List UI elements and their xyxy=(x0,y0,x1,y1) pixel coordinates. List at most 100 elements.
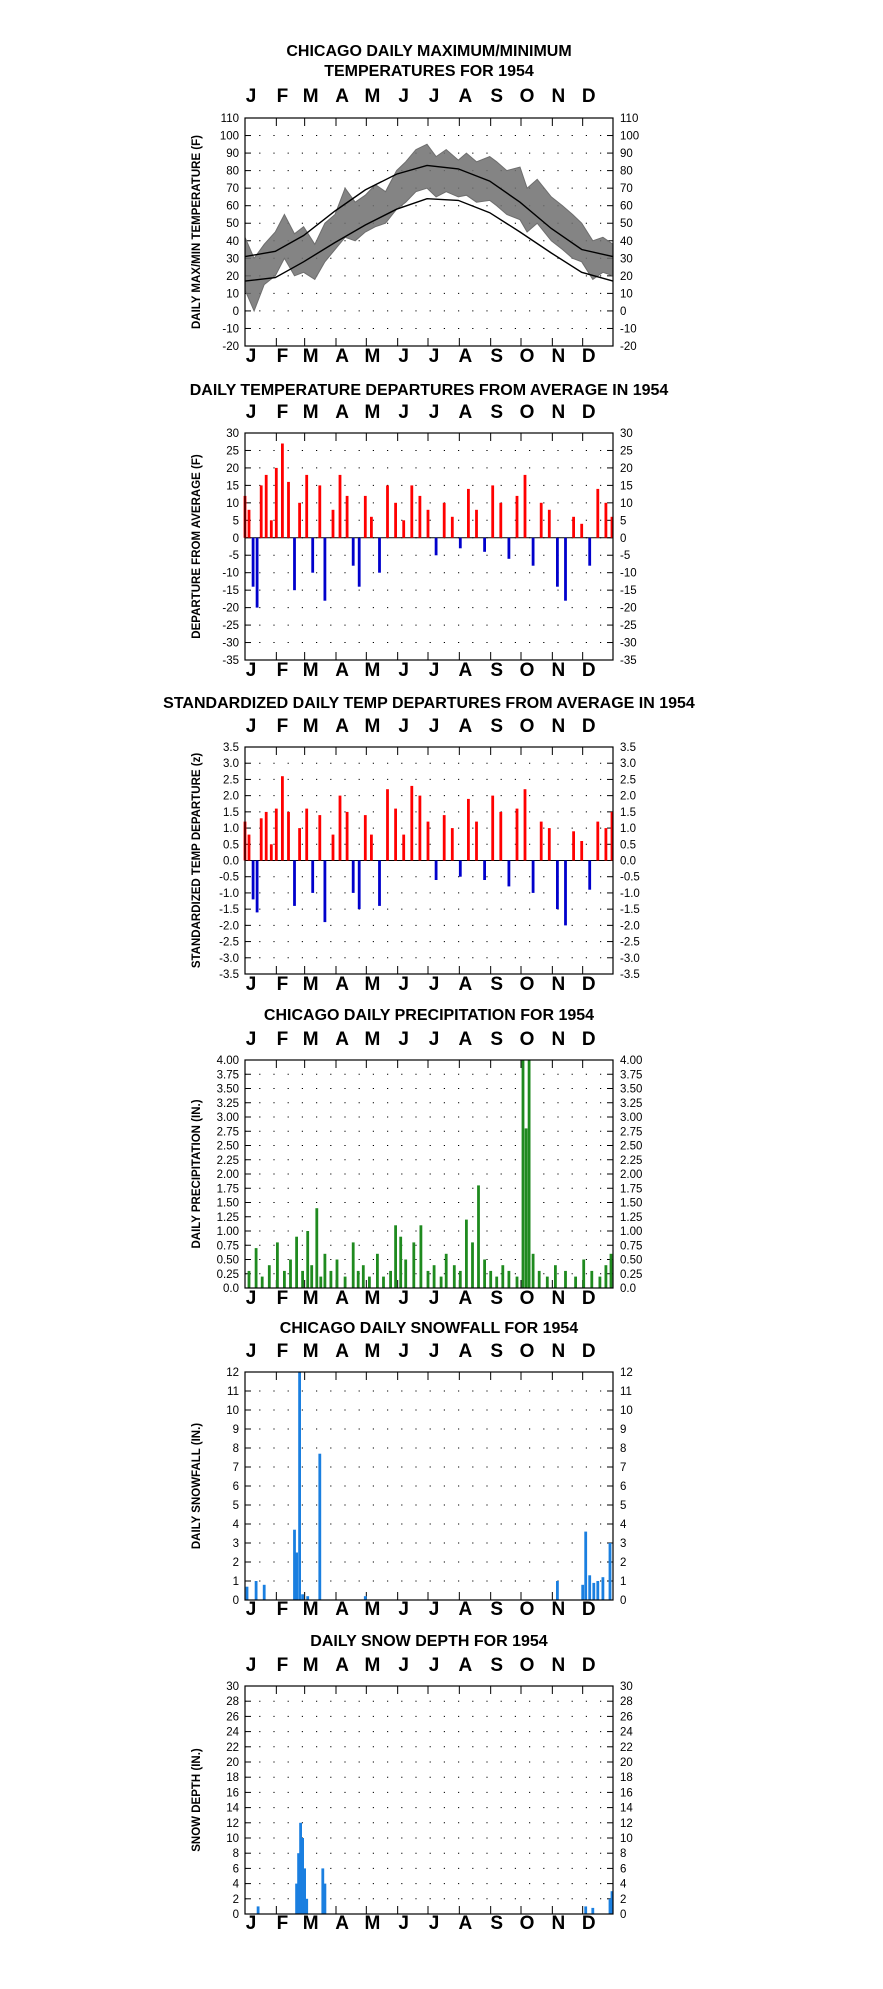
data-bar xyxy=(483,860,486,880)
data-bar xyxy=(269,520,273,538)
data-bar xyxy=(295,1236,298,1288)
y-axis-label: SNOW DEPTH (IN.) xyxy=(191,1748,203,1852)
y-tick-label-right: 8 xyxy=(620,1443,626,1455)
y-tick-label: 70 xyxy=(226,183,239,195)
month-label-bottom: A xyxy=(459,346,473,367)
y-tick-label-right: 3.50 xyxy=(620,1084,642,1096)
month-label-bottom: M xyxy=(303,346,319,367)
y-tick-label: -20 xyxy=(222,341,239,353)
y-tick-label-right: 30 xyxy=(620,428,633,440)
y-tick-label: 6 xyxy=(233,1481,239,1493)
y-tick-label-right: -2.5 xyxy=(620,937,640,949)
data-bar xyxy=(262,1584,266,1600)
y-tick-label-right: 70 xyxy=(620,183,633,195)
month-label-top: J xyxy=(398,716,409,737)
data-bar xyxy=(467,798,470,861)
y-tick-label-right: -0.5 xyxy=(620,872,640,884)
data-bar xyxy=(305,474,309,538)
month-label-top: M xyxy=(303,1655,319,1676)
data-bar xyxy=(382,1276,385,1288)
y-tick-label: -2.5 xyxy=(219,937,239,949)
chart-panel-6: DAILY SNOW DEPTH FOR 1954JJFFMMAAMMJJJJA… xyxy=(191,1633,633,1934)
month-label-top: A xyxy=(459,1655,473,1676)
month-label-bottom: F xyxy=(277,974,289,995)
data-bar xyxy=(588,1575,592,1600)
data-bar xyxy=(378,537,381,573)
month-label-top: J xyxy=(398,86,409,107)
y-tick-label-right: 15 xyxy=(620,480,633,492)
data-bar xyxy=(564,1270,567,1288)
chart-panel-2: DAILY TEMPERATURE DEPARTURES FROM AVERAG… xyxy=(190,382,669,681)
data-bar xyxy=(299,1822,302,1914)
data-bar xyxy=(475,821,478,861)
data-bar xyxy=(418,795,422,861)
month-label-top: J xyxy=(246,1655,257,1676)
data-bar xyxy=(610,811,614,861)
y-tick-label: 3.5 xyxy=(223,742,239,754)
y-tick-label-right: 110 xyxy=(620,113,638,125)
data-bar xyxy=(499,811,503,861)
data-bar xyxy=(531,537,535,566)
data-bar xyxy=(495,1276,499,1288)
y-tick-label: 3 xyxy=(233,1538,239,1550)
data-bar xyxy=(524,1128,528,1288)
month-label-top: M xyxy=(303,1341,319,1362)
month-label-top: M xyxy=(364,1341,380,1362)
month-label-bottom: O xyxy=(520,660,535,681)
month-label-bottom: M xyxy=(364,660,380,681)
y-tick-label: 110 xyxy=(221,113,239,125)
y-tick-label: 9 xyxy=(233,1424,239,1436)
month-label-top: M xyxy=(364,1029,380,1050)
month-label-bottom: J xyxy=(246,660,257,681)
y-tick-label-right: -5 xyxy=(620,550,630,562)
month-label-top: M xyxy=(303,86,319,107)
y-tick-label: 60 xyxy=(226,201,239,213)
y-tick-label-right: 10 xyxy=(620,1405,633,1417)
month-label-top: A xyxy=(459,402,473,423)
data-bar xyxy=(402,834,406,861)
y-tick-label: -5 xyxy=(229,550,239,562)
y-tick-label: 4 xyxy=(233,1519,240,1531)
data-bar xyxy=(376,1253,379,1288)
month-label-bottom: F xyxy=(277,1599,289,1620)
y-tick-label-right: 6 xyxy=(620,1481,626,1493)
data-bar xyxy=(507,1270,511,1288)
data-bar xyxy=(432,1265,436,1288)
month-label-bottom: M xyxy=(303,660,319,681)
month-label-bottom: A xyxy=(335,1913,349,1934)
y-tick-label: 40 xyxy=(226,236,239,248)
month-label-top: S xyxy=(490,1655,503,1676)
data-bar xyxy=(254,1248,258,1288)
month-label-top: J xyxy=(246,716,257,737)
month-label-bottom: S xyxy=(490,974,503,995)
data-bar xyxy=(475,509,478,538)
month-label-bottom: J xyxy=(429,1913,440,1934)
data-bar xyxy=(323,860,327,923)
data-bar xyxy=(297,1853,300,1914)
y-tick-label: 20 xyxy=(226,463,239,475)
y-tick-label-right: 1.5 xyxy=(620,807,636,819)
data-bar xyxy=(604,1265,608,1288)
data-bar xyxy=(572,831,575,861)
y-tick-label: -25 xyxy=(222,620,239,632)
month-label-top: J xyxy=(429,1341,440,1362)
data-bar xyxy=(338,474,342,538)
data-bar xyxy=(255,537,259,608)
data-bar xyxy=(356,1270,360,1288)
data-bar xyxy=(251,537,255,587)
month-label-bottom: J xyxy=(398,974,409,995)
y-tick-label-right: 1.75 xyxy=(620,1183,642,1195)
month-label-bottom: J xyxy=(398,660,409,681)
y-tick-label: 90 xyxy=(226,148,239,160)
y-tick-label: 0.75 xyxy=(217,1240,239,1252)
data-bar xyxy=(318,815,322,861)
data-bar xyxy=(311,537,315,573)
data-bar xyxy=(394,808,397,861)
data-bar xyxy=(608,1543,612,1600)
y-tick-label: 0.25 xyxy=(217,1269,239,1281)
data-bar xyxy=(531,1253,535,1288)
month-label-top: A xyxy=(459,716,473,737)
data-bar xyxy=(591,1907,595,1914)
month-label-bottom: S xyxy=(490,660,503,681)
data-bar xyxy=(596,488,600,538)
